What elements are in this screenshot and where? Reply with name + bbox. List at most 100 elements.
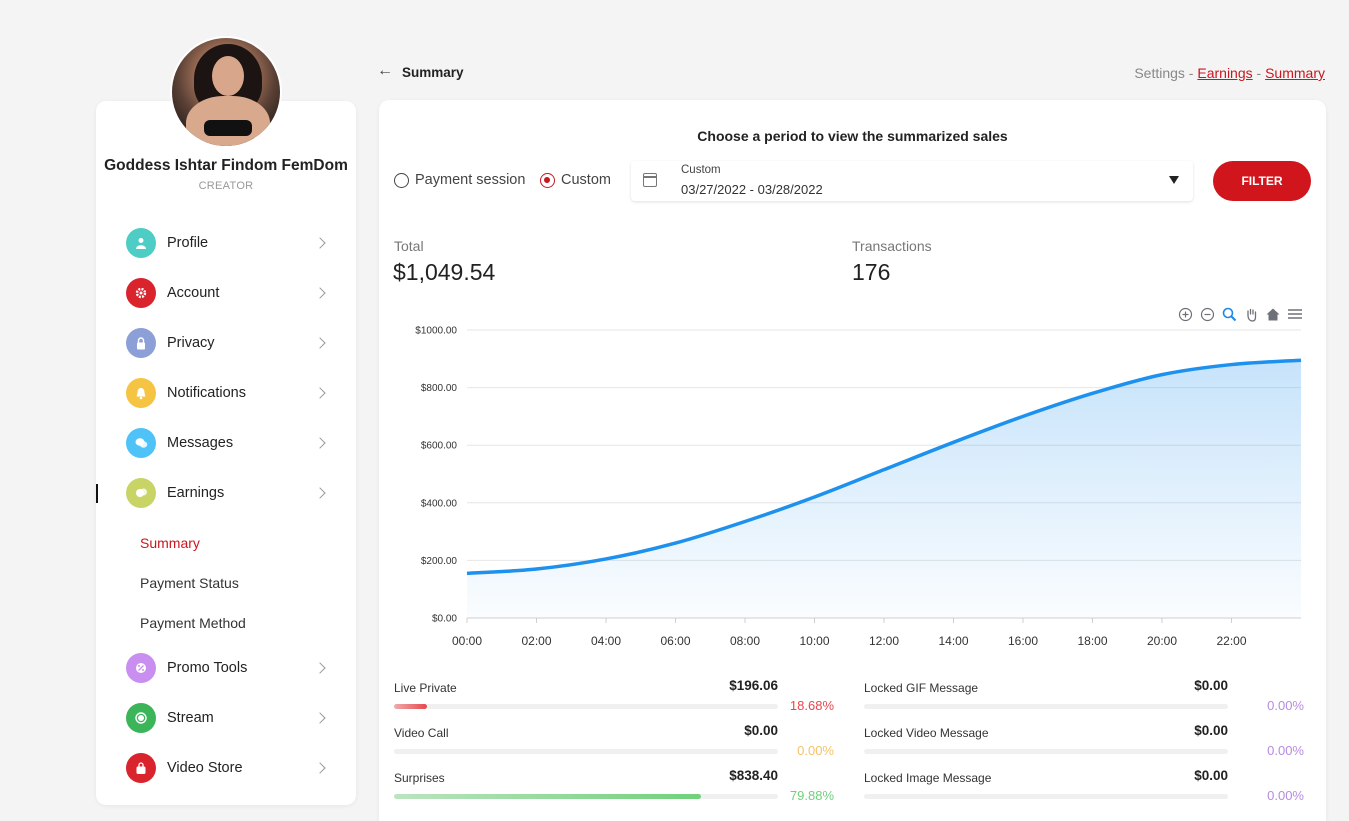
date-range-label: Custom (681, 164, 721, 176)
sidebar-item-stream[interactable]: Stream (126, 702, 336, 734)
y-tick-label: $1000.00 (415, 326, 457, 337)
progress-track (864, 749, 1228, 754)
breakdown-amount: $0.00 (1194, 678, 1228, 693)
progress-track (394, 749, 778, 754)
series-line (466, 358, 1302, 576)
sidebar-item-profile[interactable]: Profile (126, 227, 336, 259)
x-tick-label: 08:00 (730, 634, 760, 648)
breakdown-percent: 0.00% (1267, 743, 1304, 758)
sidebar-item-earnings[interactable]: Earnings (126, 477, 336, 509)
progress-track (394, 794, 778, 799)
y-tick-label: $200.00 (421, 556, 458, 567)
date-range-value: 03/27/2022 - 03/28/2022 (681, 182, 823, 197)
radio-payment-session[interactable]: Payment session (394, 172, 525, 188)
breakdown-percent: 18.68% (789, 698, 834, 713)
breakdown-label: Video Call (394, 726, 449, 740)
progress-fill (394, 704, 428, 709)
radio-label: Custom (561, 172, 611, 188)
series-area (467, 360, 1301, 618)
sidebar-item-label: Promo Tools (167, 660, 248, 676)
breadcrumb-root[interactable]: Settings (1134, 65, 1185, 81)
radio-button[interactable] (540, 172, 555, 188)
x-tick-label: 10:00 (799, 634, 829, 648)
calendar-icon (643, 173, 657, 187)
sidebar-item-label: Video Store (167, 760, 243, 776)
percent-icon (126, 653, 156, 683)
y-tick-label: $600.00 (421, 441, 458, 452)
date-range-select[interactable]: Custom 03/27/2022 - 03/28/2022 (631, 161, 1193, 201)
bag-icon (126, 753, 156, 783)
breakdown-amount: $0.00 (744, 723, 778, 738)
y-tick-label: $800.00 (421, 383, 458, 394)
breakdown-percent: 79.88% (789, 788, 834, 803)
zoom-out-icon[interactable] (1198, 305, 1216, 323)
sidebar-item-promo-tools[interactable]: Promo Tools (126, 652, 336, 684)
x-tick-label: 20:00 (1147, 634, 1177, 648)
x-tick-label: 04:00 (591, 634, 621, 648)
sidebar-item-video-store[interactable]: Video Store (126, 752, 336, 784)
x-tick-label: 06:00 (660, 634, 690, 648)
chevron-right-icon (314, 712, 326, 724)
chevron-right-icon (314, 762, 326, 774)
sidebar-item-account[interactable]: Account (126, 277, 336, 309)
sidebar-item-label: Profile (167, 235, 209, 251)
breakdown-percent: 0.00% (797, 743, 834, 758)
sidebar-item-label: Privacy (167, 335, 215, 351)
filter-button[interactable]: FILTER (1213, 161, 1311, 201)
transactions-value: 176 (852, 259, 891, 285)
sidebar-item-notifications[interactable]: Notifications (126, 377, 336, 409)
earnings-area-chart: $0.00 $200.00 $400.00 $600.00 $800.00 $1000.0… (415, 326, 1302, 648)
chevron-right-icon (314, 287, 326, 299)
profile-name: Goddess Ishtar Findom FemDom (104, 157, 348, 174)
x-tick-label: 22:00 (1216, 634, 1246, 648)
total-label: Total (394, 238, 424, 254)
sidebar-item-label: Messages (167, 435, 234, 451)
chevron-right-icon (314, 237, 326, 249)
sidebar-subitem-payment-status[interactable]: Payment Status (140, 575, 239, 591)
y-tick-label: $0.00 (432, 614, 457, 625)
period-heading: Choose a period to view the summarized s… (697, 128, 1008, 144)
x-tick-label: 00:00 (452, 634, 482, 648)
sidebar-item-privacy[interactable]: Privacy (126, 327, 336, 359)
sidebar-subitem-payment-method[interactable]: Payment Method (140, 615, 246, 631)
total-value: $1,049.54 (393, 259, 496, 285)
breadcrumb-summary[interactable]: Summary (1265, 65, 1325, 81)
progress-track (864, 704, 1228, 709)
stream-icon (126, 703, 156, 733)
home-reset-icon[interactable] (1264, 305, 1282, 323)
chat-icon (126, 428, 156, 458)
chevron-right-icon (314, 437, 326, 449)
pan-hand-icon[interactable] (1242, 305, 1260, 323)
bell-icon (126, 378, 156, 408)
breadcrumb: Settings - Earnings - Summary (1134, 65, 1325, 81)
radio-button[interactable] (394, 172, 409, 188)
person-icon (126, 228, 156, 258)
zoom-select-icon[interactable] (1220, 305, 1238, 323)
avatar[interactable] (170, 36, 282, 148)
progress-track (864, 794, 1228, 799)
progress-fill (394, 794, 701, 799)
transactions-label: Transactions (852, 238, 932, 254)
breakdown-percent: 0.00% (1267, 698, 1304, 713)
x-tick-label: 14:00 (938, 634, 968, 648)
zoom-in-icon[interactable] (1176, 305, 1194, 323)
sidebar-subitem-summary[interactable]: Summary (140, 535, 200, 551)
sidebar-item-messages[interactable]: Messages (126, 427, 336, 459)
gear-icon (126, 278, 156, 308)
progress-track (394, 704, 778, 709)
page-title: Summary (402, 65, 464, 80)
breadcrumb-separator: - (1184, 65, 1198, 81)
breadcrumb-separator: - (1252, 65, 1266, 81)
breakdown-label: Locked Image Message (864, 771, 992, 785)
menu-icon[interactable] (1286, 305, 1304, 323)
back-arrow-icon[interactable]: ← (377, 62, 393, 79)
chevron-right-icon (314, 487, 326, 499)
chevron-right-icon (314, 662, 326, 674)
coins-icon (126, 478, 156, 508)
radio-custom[interactable]: Custom (540, 172, 611, 188)
breakdown-label: Live Private (394, 681, 457, 695)
radio-label: Payment session (415, 172, 526, 188)
breadcrumb-earnings[interactable]: Earnings (1197, 65, 1253, 81)
breakdown-amount: $196.06 (729, 678, 778, 693)
y-tick-label: $400.00 (421, 498, 458, 509)
